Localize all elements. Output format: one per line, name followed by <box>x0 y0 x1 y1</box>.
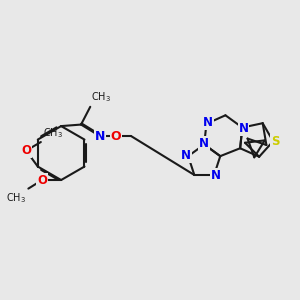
Text: O: O <box>21 144 31 157</box>
Text: O: O <box>111 130 121 143</box>
Text: N: N <box>182 149 191 162</box>
Text: N: N <box>238 122 248 135</box>
Text: CH$_3$: CH$_3$ <box>43 126 63 140</box>
Text: N: N <box>202 116 213 129</box>
Text: N: N <box>211 169 221 182</box>
Text: O: O <box>37 173 47 187</box>
Text: N: N <box>95 130 105 143</box>
Text: CH$_3$: CH$_3$ <box>6 191 26 205</box>
Text: S: S <box>271 135 279 148</box>
Text: N: N <box>199 137 209 150</box>
Text: CH$_3$: CH$_3$ <box>92 90 112 104</box>
